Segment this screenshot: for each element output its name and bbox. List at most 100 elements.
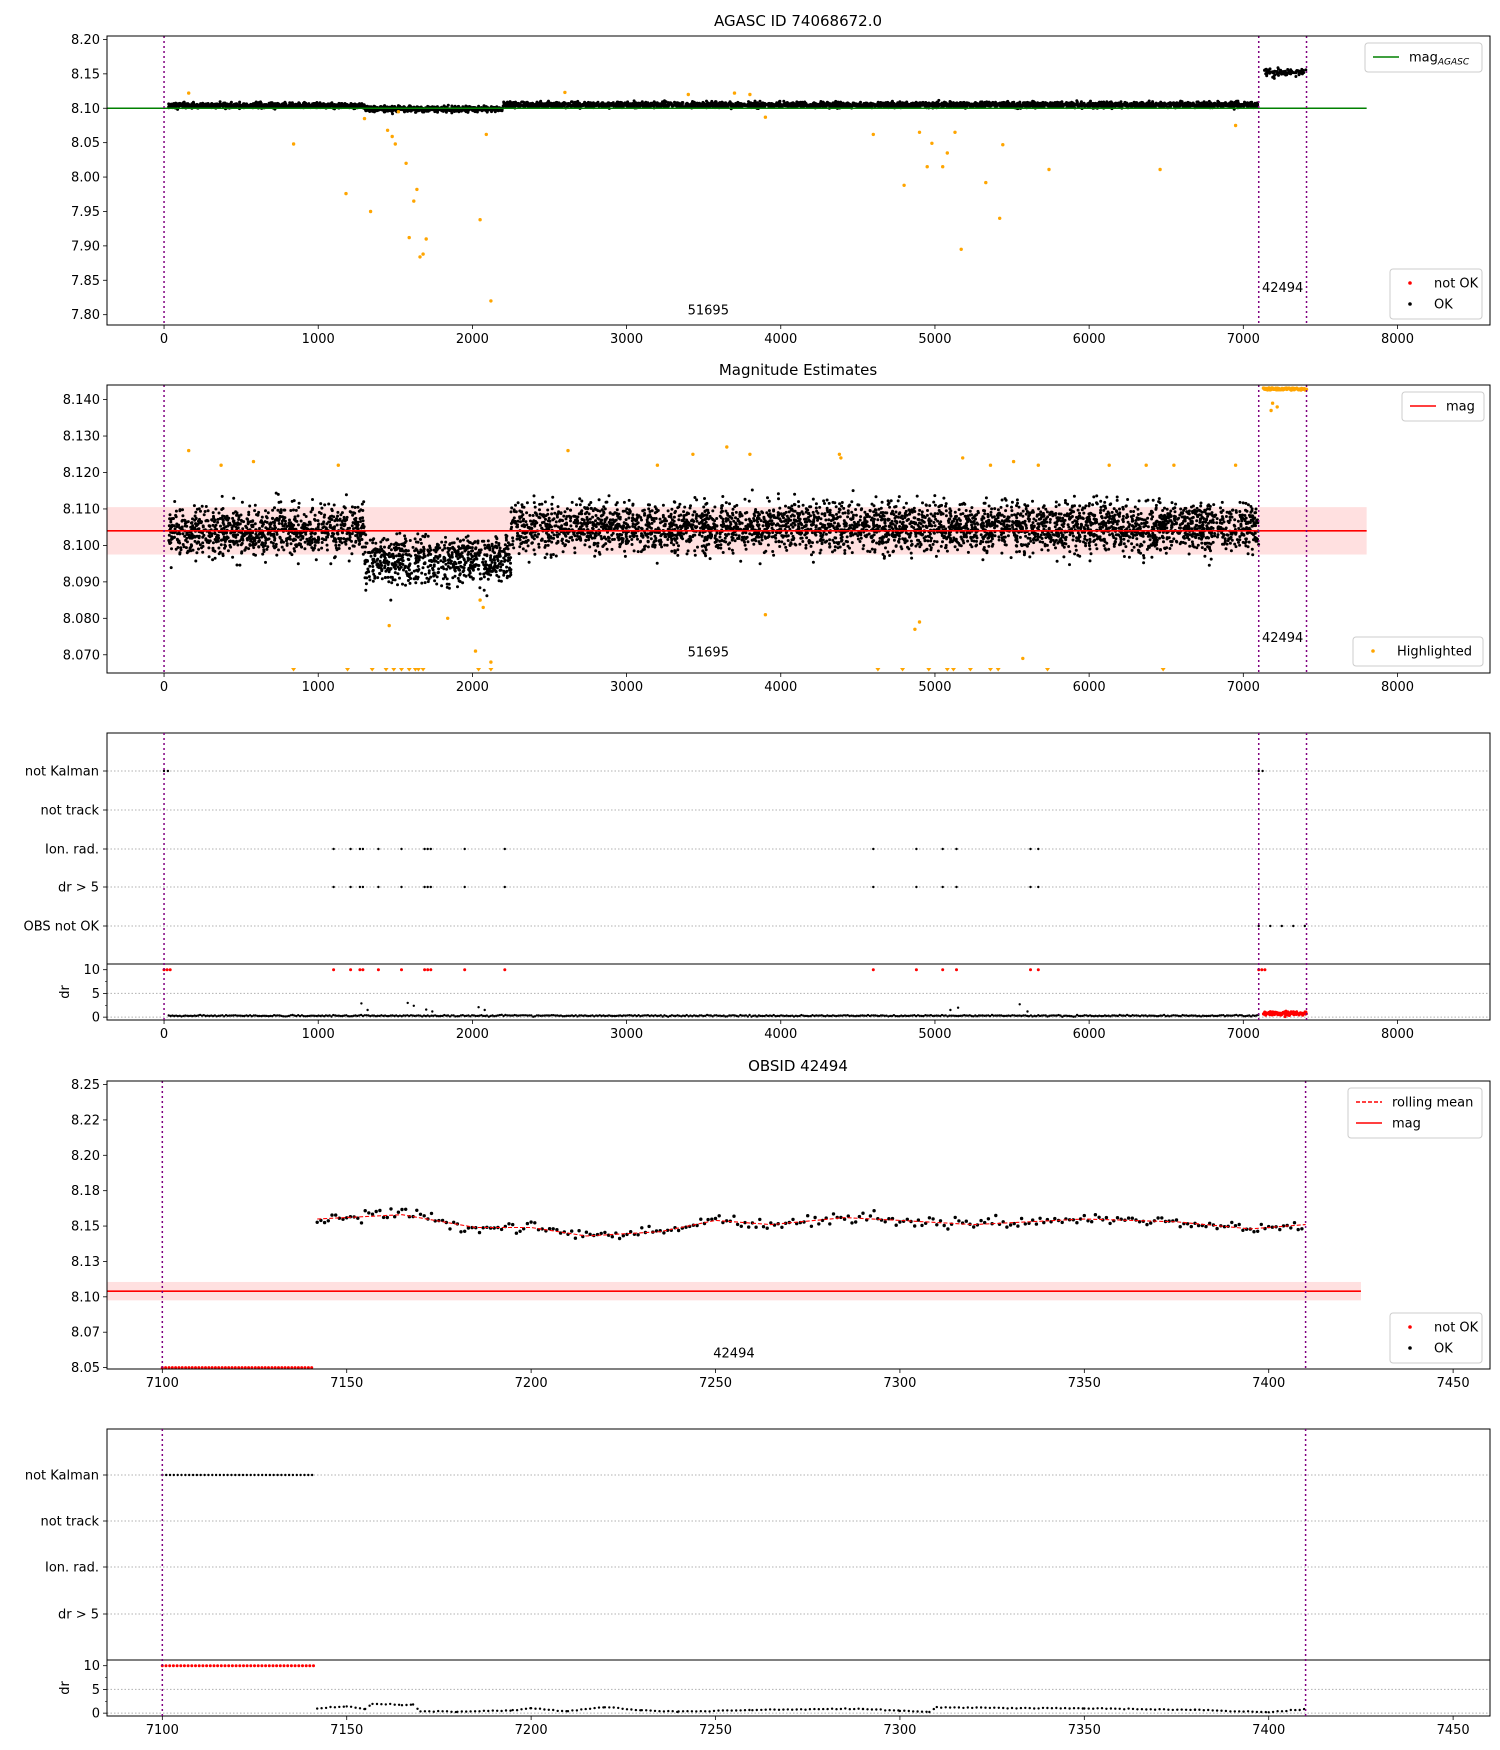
p1-xtick-label: 0 (160, 332, 168, 347)
panel-agasc: AGASC ID 74068672.0 0 1000 2000 3000 4000 500… (71, 12, 1491, 347)
p1-ok-point (579, 103, 583, 107)
p1-ok-point (1071, 102, 1075, 106)
p1-highlight-point (925, 165, 929, 169)
panel-agasc-title: AGASC ID 74068672.0 (714, 12, 882, 30)
p1-ok-point (963, 101, 967, 105)
p1-ok-point (844, 102, 848, 106)
p1-ok-point (779, 103, 783, 107)
p1-ok-point (503, 104, 507, 108)
p1-ok-point (1091, 102, 1095, 106)
p1-ok-point (1124, 103, 1128, 107)
p1-highlight-point (1047, 167, 1051, 172)
p1-ok-point (734, 102, 738, 106)
p1-ok-point (971, 103, 975, 107)
p1-ok-point (288, 104, 292, 108)
p1-ok-point (828, 103, 832, 107)
p2-xtick-label: 4000 (764, 680, 797, 695)
p1-ok-point (656, 104, 660, 107)
p1-ok-point (708, 102, 712, 106)
p1-ok-point (864, 101, 868, 105)
p1-ok-point (238, 100, 242, 104)
p1-ok-point (170, 104, 174, 108)
p1-ytick-label: 7.90 (71, 239, 100, 254)
p1-ok-point (959, 103, 963, 107)
p1-ok-point (850, 103, 854, 107)
p1-ok-point (526, 101, 530, 105)
p1-ok-point (1271, 70, 1275, 74)
p2-xtick-label: 7000 (1227, 680, 1260, 695)
p1-ok-point (174, 103, 178, 107)
p1-highlight-point (484, 132, 488, 137)
p1-ok-point (1076, 104, 1080, 108)
p1-ok-point (1101, 104, 1105, 107)
p2-ok-point (271, 508, 275, 512)
p1-ytick-label: 8.10 (71, 102, 100, 117)
p1-ok-point (403, 110, 406, 114)
p1-ok-point (1130, 102, 1133, 105)
p1-ok-point (674, 101, 678, 105)
p1-ok-point (1234, 99, 1238, 103)
p1-ok-point (1110, 104, 1114, 108)
p1-ok-point (1104, 103, 1108, 107)
p1-ok-point (892, 103, 896, 106)
p1-highlight-point (368, 209, 373, 214)
p1-highlight-point-group (187, 90, 1238, 303)
p1-ok-point (1200, 102, 1204, 106)
p1-ok-point (876, 101, 880, 105)
p1-ok-point (885, 103, 889, 107)
p1-ok-point (603, 102, 607, 106)
p2-xtick-label: 5000 (918, 680, 951, 695)
p1-highlight-point (686, 92, 690, 97)
p1-ok-point (989, 104, 993, 108)
p1-ok-point (983, 100, 987, 104)
p1-ytick-label: 8.20 (71, 33, 100, 48)
p1-ok-point (705, 102, 708, 106)
p1-ok-point (493, 110, 497, 114)
p1-ok-point (932, 104, 936, 108)
p1-ok-point (576, 99, 580, 103)
p1-xtick-label: 4000 (764, 332, 797, 347)
p1-ok-point (983, 103, 987, 107)
p1-ok-point (183, 105, 187, 109)
p1-ok-point (606, 101, 610, 105)
p2-ytick-label: 8.110 (63, 502, 100, 517)
p1-ok-point (751, 102, 755, 106)
p1-ok-point (555, 100, 559, 104)
p1-ok-point (914, 103, 917, 107)
p2-ytick-label: 8.130 (63, 430, 100, 445)
p1-ok-point (649, 102, 653, 106)
p1-highlight-point (998, 216, 1002, 220)
p1-ok-point (562, 101, 566, 104)
p1-ok-point (773, 103, 777, 107)
p1-ok-point (810, 103, 814, 107)
p1-xtick-label: 2000 (456, 332, 489, 347)
p1-highlight-point (984, 180, 988, 185)
p1-ok-point (242, 102, 246, 106)
p1-ok-point (770, 103, 774, 107)
p1-ok-point (288, 101, 292, 105)
p1-ok-point (1162, 102, 1166, 106)
p1-legend-marker (1408, 281, 1412, 285)
p1-highlight-point (412, 199, 416, 203)
p1-obs-label: 42494 (1262, 281, 1303, 296)
p1-ok-point (283, 100, 287, 104)
p1-ok-point (1060, 100, 1064, 104)
p1-ok-point (792, 102, 795, 106)
p1-ok-point (570, 100, 573, 104)
p1-ok-point (420, 109, 424, 113)
p1-ok-point (203, 102, 207, 106)
p1-ok-point (664, 100, 668, 104)
p1-ok-point (271, 102, 275, 106)
p1-highlight-point (344, 191, 348, 196)
p1-legend-label: not OK (1434, 277, 1479, 292)
p1-ok-point (245, 102, 249, 106)
p1-ok-point (307, 102, 311, 106)
p1-ytick-label: 8.05 (71, 136, 100, 151)
p1-ok-point (1238, 103, 1242, 106)
p1-ok-point (1137, 103, 1141, 106)
p1-ok-point (264, 103, 268, 106)
p1-ok-point (1102, 100, 1106, 104)
p1-ok-point (247, 104, 251, 108)
p1-ok-point (591, 102, 595, 106)
